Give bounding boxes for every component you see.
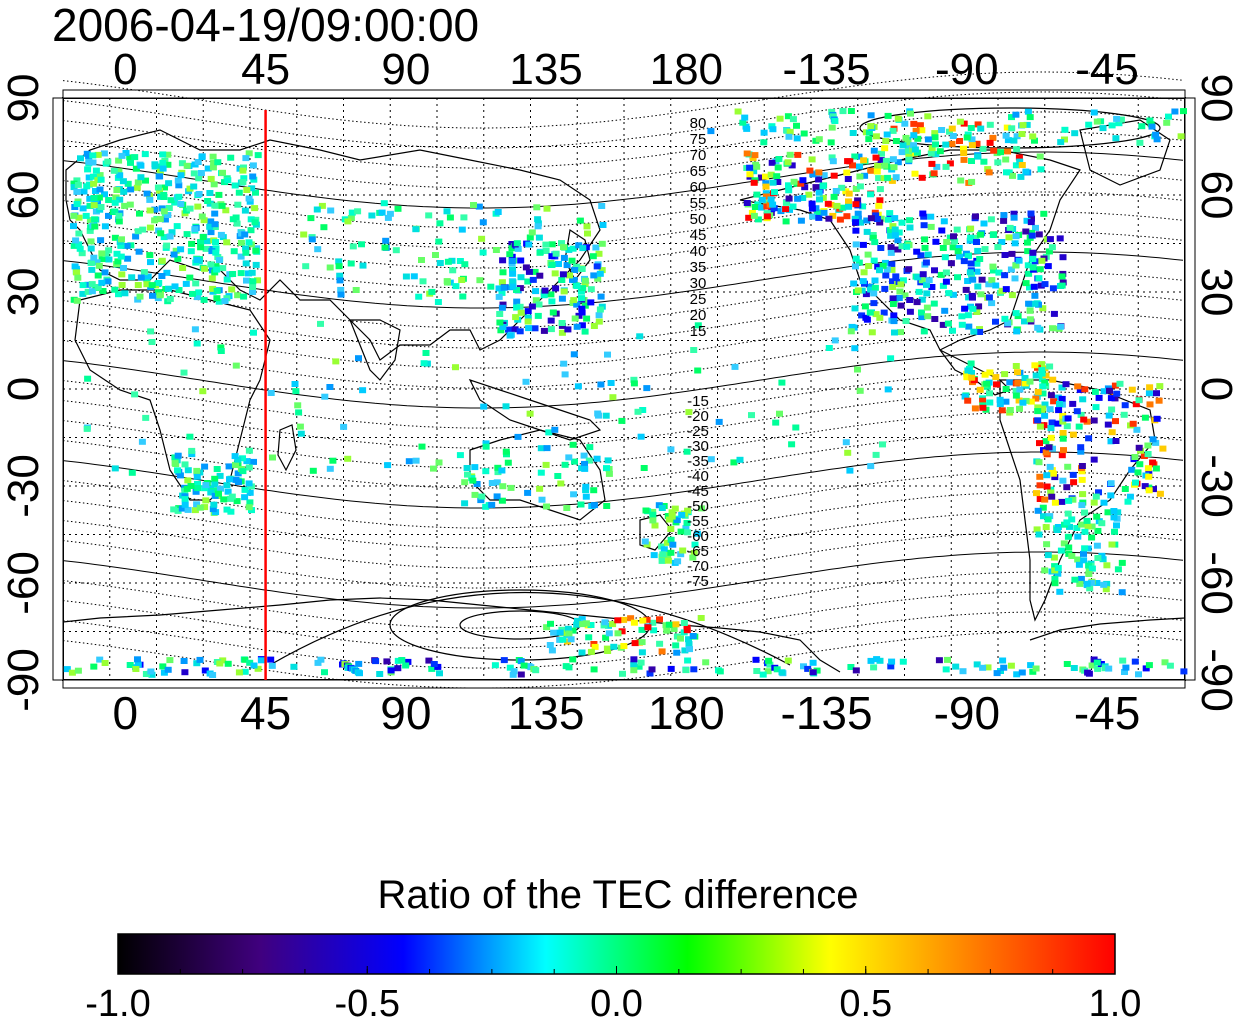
mlat-label-south: -70 — [687, 558, 709, 575]
colorbar-tick-label: 0.5 — [839, 983, 892, 1024]
lat-tick-left: -60 — [0, 551, 48, 615]
lon-tick-top: 45 — [241, 45, 290, 94]
lon-tick-bottom: 45 — [240, 687, 291, 739]
lon-tick-bottom: -90 — [934, 687, 1000, 739]
lon-tick-top: 135 — [509, 45, 582, 94]
colorbar-tick-label: -1.0 — [85, 983, 150, 1024]
mlat-label-south: -45 — [687, 483, 709, 500]
colorbar-ticks: -1.0 -0.5 0.0 0.5 1.0 — [85, 966, 1141, 1024]
mlat-label-south: -55 — [687, 513, 709, 530]
lat-tick-right: 0 — [1192, 377, 1240, 401]
lon-tick-top: 180 — [650, 45, 723, 94]
mlat-label-south: -30 — [687, 438, 709, 455]
mlat-label-north: 45 — [690, 227, 707, 244]
lat-tick-left: -30 — [0, 454, 48, 518]
mlat-label-north: 75 — [690, 131, 707, 148]
mlat-label-south: -40 — [687, 468, 709, 485]
top-longitude-ticks: 0 45 90 135 180 -135 -90 -45 — [113, 45, 1139, 94]
lat-tick-right: -60 — [1192, 551, 1240, 615]
mlat-label-north: 65 — [690, 163, 707, 180]
mlat-label-south: -60 — [687, 528, 709, 545]
mlat-label-north: 55 — [690, 195, 707, 212]
lat-tick-right: 30 — [1192, 268, 1240, 317]
mlat-label-north: 15 — [690, 323, 707, 340]
colorbar-tick-label: 0.0 — [590, 983, 643, 1024]
mlat-label-north: 20 — [690, 307, 707, 324]
mlat-label-south: -35 — [687, 453, 709, 470]
lon-tick-bottom: -135 — [781, 687, 873, 739]
plot-title: 2006-04-19/09:00:00 — [52, 0, 480, 51]
mlat-label-north: 40 — [690, 243, 707, 260]
lat-tick-left: 60 — [0, 171, 48, 220]
lat-tick-right: -30 — [1192, 454, 1240, 518]
colorbar-title: Ratio of the TEC difference — [377, 873, 859, 917]
lat-tick-left: -90 — [0, 648, 48, 712]
mlat-label-south: -75 — [687, 573, 709, 590]
lat-tick-left: 0 — [0, 377, 48, 401]
lat-tick-left: 90 — [0, 74, 48, 123]
colorbar-tick-label: -0.5 — [335, 983, 400, 1024]
tec-ratio-patches — [63, 108, 1188, 678]
mlat-label-south: -20 — [687, 408, 709, 425]
mlat-label-north: 50 — [690, 211, 707, 228]
mlat-label-south: -50 — [687, 498, 709, 515]
mlat-label-north: 60 — [690, 179, 707, 196]
lat-tick-right: 90 — [1192, 74, 1240, 123]
mlat-label-north: 70 — [690, 147, 707, 164]
axis-bars — [52, 89, 1196, 689]
bottom-longitude-ticks: 0 45 90 135 180 -135 -90 -45 — [113, 687, 1141, 739]
left-latitude-ticks: 90 60 30 0 -30 -60 -90 — [0, 74, 48, 712]
lon-tick-top: -45 — [1075, 45, 1139, 94]
colorbar-tick-label: 1.0 — [1089, 983, 1142, 1024]
right-latitude-ticks: 90 60 30 0 -30 -60 -90 — [1192, 74, 1240, 712]
mlat-label-north: 80 — [690, 115, 707, 132]
lon-tick-top: 0 — [113, 45, 137, 94]
mlat-label-south: -65 — [687, 543, 709, 560]
mlat-label-north: 35 — [690, 259, 707, 276]
lon-tick-top: 90 — [381, 45, 430, 94]
lon-tick-bottom: 0 — [113, 687, 139, 739]
lat-tick-left: 30 — [0, 268, 48, 317]
lat-tick-right: -90 — [1192, 648, 1240, 712]
mlat-label-south: -15 — [687, 393, 709, 410]
lon-tick-bottom: 135 — [508, 687, 585, 739]
mlat-label-north: 25 — [690, 291, 707, 308]
mlat-label-south: -25 — [687, 423, 709, 440]
lon-tick-bottom: -45 — [1074, 687, 1140, 739]
lon-tick-top: -135 — [783, 45, 871, 94]
lon-tick-bottom: 180 — [648, 687, 725, 739]
lat-tick-right: 60 — [1192, 171, 1240, 220]
coastlines — [62, 119, 1186, 673]
lon-tick-bottom: 90 — [380, 687, 431, 739]
lon-tick-top: -90 — [935, 45, 999, 94]
mlat-label-north: 30 — [690, 275, 707, 292]
